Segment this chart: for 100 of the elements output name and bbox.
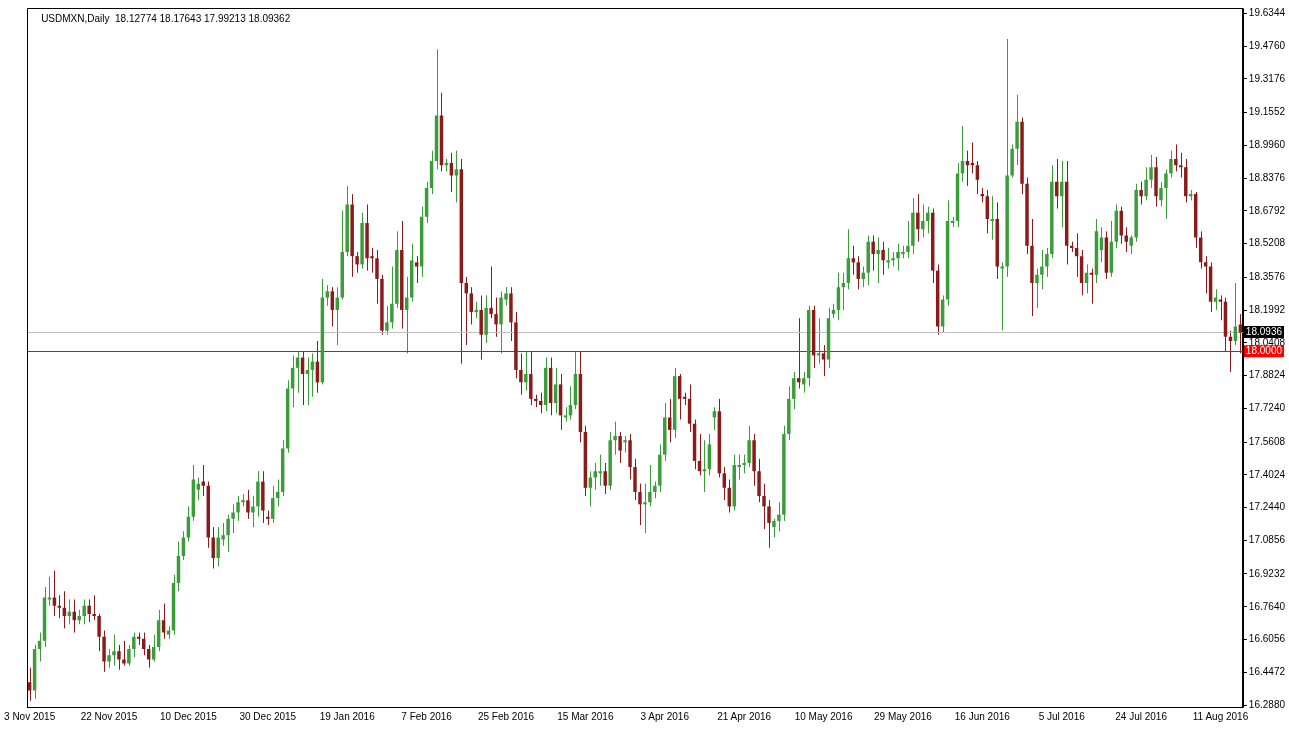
y-tick-label: 18.0408 — [1248, 336, 1286, 348]
candlestick — [1124, 226, 1128, 253]
candlestick — [1238, 313, 1243, 354]
text: USDMXN,Daily 18.12774 18.17643 17.99213 18.09362 — [41, 12, 291, 24]
candlestick — [97, 613, 101, 652]
candlestick — [1144, 166, 1148, 201]
y-tick-label: 17.8824 — [1248, 369, 1286, 381]
candlestick — [117, 644, 121, 671]
candlestick — [355, 251, 359, 274]
candlestick — [236, 495, 240, 522]
candlestick — [449, 152, 454, 193]
y-tick-label: 16.4472 — [1248, 666, 1286, 678]
candlestick — [52, 570, 57, 617]
candlestick — [767, 499, 771, 549]
candlestick — [494, 297, 498, 338]
y-tick-label: 16.2880 — [1248, 699, 1286, 711]
candlestick — [603, 462, 607, 495]
candlestick — [881, 241, 885, 276]
candlestick — [668, 398, 672, 443]
candlestick — [82, 598, 86, 625]
candlestick — [1055, 158, 1059, 210]
candlestick — [1035, 268, 1039, 309]
y-tick-label: 19.6344 — [1248, 7, 1286, 19]
x-tick-label: 10 Dec 2015 — [160, 710, 218, 722]
candlestick — [1164, 168, 1168, 220]
candlestick — [613, 421, 617, 456]
candlestick — [1040, 249, 1044, 290]
candlestick — [246, 489, 250, 520]
candlestick — [1149, 154, 1153, 189]
candlestick — [643, 483, 647, 534]
candlestick — [886, 247, 890, 270]
y-tick-label: 18.3576 — [1248, 271, 1286, 283]
candlestick — [722, 466, 727, 501]
candlestick — [588, 470, 593, 507]
y-tick-label: 17.7240 — [1248, 402, 1286, 414]
candlestick — [762, 483, 766, 530]
candlestick — [375, 249, 379, 305]
x-tick-label: 30 Dec 2015 — [239, 710, 297, 722]
ref-line-label: 18.0936 — [1245, 325, 1283, 337]
y-tick-label: 17.4024 — [1248, 468, 1286, 480]
candlestick — [414, 255, 419, 284]
candlestick — [385, 305, 389, 336]
candlestick — [891, 251, 895, 268]
x-tick-label: 3 Apr 2016 — [640, 710, 690, 722]
candlestick — [519, 352, 523, 396]
candlestick — [524, 350, 528, 392]
y-tick-label: 18.9960 — [1248, 139, 1286, 151]
x-tick-label: 29 May 2016 — [874, 710, 933, 722]
y-tick-label: 18.5208 — [1248, 237, 1286, 249]
candlestick — [1000, 261, 1004, 332]
y-tick-label: 16.7640 — [1248, 600, 1286, 612]
x-tick-label: 15 Mar 2016 — [557, 710, 614, 722]
candlestick — [87, 598, 91, 623]
candlestick — [107, 648, 111, 669]
candlestick — [161, 603, 166, 640]
candlestick — [638, 483, 642, 526]
candlestick — [390, 266, 394, 330]
y-tick-label: 16.9232 — [1248, 567, 1286, 579]
y-tick-label: 19.3176 — [1248, 72, 1286, 84]
candlestick — [921, 203, 925, 239]
candlestick — [325, 284, 330, 307]
x-tick-label: 21 Apr 2016 — [717, 710, 772, 722]
candlestick — [122, 640, 126, 667]
x-tick-label: 22 Nov 2015 — [80, 710, 138, 722]
x-tick-label: 25 Feb 2016 — [477, 710, 535, 722]
ref-line-label: 18.0000 — [1245, 345, 1283, 357]
y-tick-label: 17.0856 — [1248, 534, 1286, 546]
candlestick — [821, 344, 826, 377]
candlestick — [792, 371, 796, 410]
candlestick — [876, 237, 880, 284]
y-tick-label: 19.4760 — [1248, 39, 1286, 51]
candlestick — [1045, 247, 1049, 278]
candlestick — [772, 518, 776, 538]
candlestick — [251, 495, 255, 528]
candlestick — [777, 501, 781, 532]
candlestick — [127, 644, 131, 667]
candlestick — [916, 193, 920, 243]
candlestick — [1129, 234, 1133, 255]
candlestick — [1179, 152, 1183, 179]
candlestick — [742, 454, 746, 474]
y-tick-label: 18.8376 — [1248, 171, 1286, 183]
y-tick-label: 16.6056 — [1248, 633, 1286, 645]
candlestick — [226, 514, 230, 553]
candlestick — [112, 634, 116, 667]
candlestick — [1169, 150, 1173, 179]
candlestick — [618, 431, 622, 464]
candlestick — [1159, 181, 1163, 208]
candlestick — [975, 160, 980, 195]
candlestick — [648, 464, 652, 507]
y-tick-label: 17.2440 — [1248, 501, 1286, 513]
x-tick-label: 7 Feb 2016 — [401, 710, 453, 722]
y-tick-label: 18.1992 — [1248, 303, 1286, 315]
x-tick-label: 19 Jan 2016 — [319, 710, 376, 722]
candlestick — [454, 150, 459, 203]
candlestick — [231, 503, 235, 534]
candlestick — [906, 220, 910, 259]
x-tick-label: 16 Jun 2016 — [954, 710, 1011, 722]
x-tick-label: 3 Nov 2015 — [4, 710, 56, 722]
y-tick-label: 18.6792 — [1248, 204, 1286, 216]
candlestick — [92, 594, 96, 621]
